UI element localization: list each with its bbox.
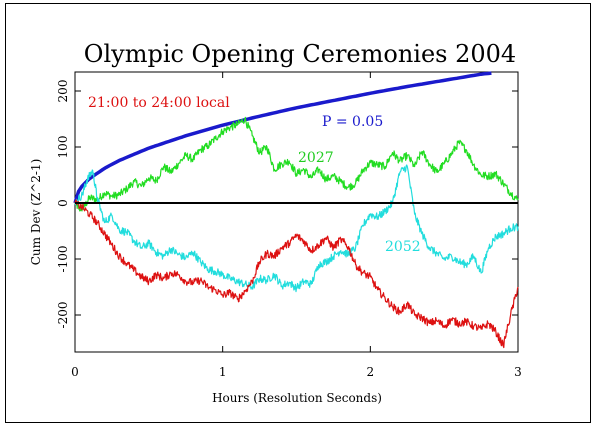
x-axis-label: Hours (Resolution Seconds) xyxy=(212,391,382,405)
y-tick-label-0: -200 xyxy=(56,302,70,329)
series-line-0 xyxy=(73,71,492,204)
x-tick-label-0: 0 xyxy=(71,365,79,379)
x-tick-label-2: 2 xyxy=(367,365,375,379)
chart-title: Olympic Opening Ceremonies 2004 xyxy=(84,40,516,68)
y-tick-label-1: -100 xyxy=(56,246,70,273)
green-series-label: 2027 xyxy=(298,150,334,166)
plot-area-border xyxy=(74,71,519,353)
y-tick-label-3: 100 xyxy=(56,136,70,159)
series-line-3 xyxy=(74,199,519,349)
x-tick-label-3: 3 xyxy=(514,365,522,379)
red-series-label: 21:00 to 24:00 local xyxy=(88,95,230,111)
y-axis-label: Cum Dev (Z^2-1) xyxy=(29,159,43,266)
envelope-label: P = 0.05 xyxy=(322,114,383,130)
x-tick-label-1: 1 xyxy=(219,365,227,379)
y-tick-label-4: 200 xyxy=(56,80,70,103)
series-line-1 xyxy=(74,116,519,212)
cyan-series-label: 2052 xyxy=(385,239,421,255)
y-tick-label-2: 0 xyxy=(56,199,70,207)
series-line-2 xyxy=(74,164,519,293)
